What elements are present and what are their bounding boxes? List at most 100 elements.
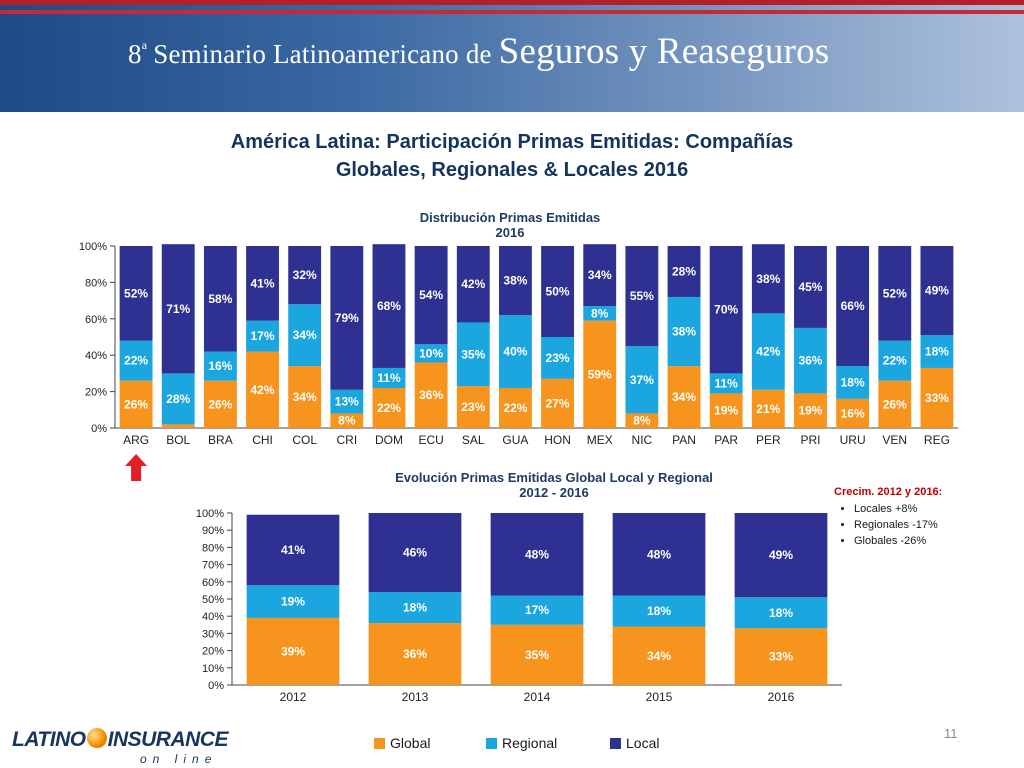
bar-local-dom xyxy=(372,244,406,368)
data-label-regional: 22% xyxy=(883,354,907,368)
data-label-global: 34% xyxy=(647,649,671,663)
y-tick-label: 50% xyxy=(202,594,224,606)
data-label-regional: 35% xyxy=(461,347,485,361)
x-tick-label: URU xyxy=(840,433,866,447)
data-label-local: 49% xyxy=(925,284,949,298)
chart-subtitle: 2016 xyxy=(496,225,525,240)
data-label-local: 54% xyxy=(419,288,443,302)
bar-regional-ecu xyxy=(414,344,448,363)
x-tick-label: CHI xyxy=(252,433,273,447)
bar-global-bra xyxy=(203,380,237,428)
data-label-regional: 18% xyxy=(925,345,949,359)
data-label-local: 28% xyxy=(672,264,696,278)
data-label-local: 79% xyxy=(335,311,359,325)
data-label-local: 32% xyxy=(293,268,317,282)
bar-global-2016 xyxy=(734,628,828,685)
x-tick-label: PAN xyxy=(672,433,696,447)
bar-local-hon xyxy=(541,246,575,337)
data-label-global: 33% xyxy=(925,391,949,405)
data-label-regional: 19% xyxy=(281,595,305,609)
legend-swatch-local xyxy=(610,738,621,749)
legend-item-regional: Regional xyxy=(486,735,557,751)
data-label-local: 38% xyxy=(503,274,527,288)
y-tick-label: 30% xyxy=(202,628,224,640)
bar-global-2015 xyxy=(612,626,706,685)
bar-local-gua xyxy=(498,246,532,316)
data-label-regional: 37% xyxy=(630,373,654,387)
legend-label-regional: Regional xyxy=(502,735,558,751)
bar-local-ven xyxy=(878,246,912,341)
seminar-title-mid: Seminario Latinoamericano de xyxy=(153,39,492,69)
bar-global-dom xyxy=(372,387,406,428)
data-label-local: 58% xyxy=(208,292,232,306)
data-label-regional: 18% xyxy=(403,601,427,615)
chart-subtitle: 2012 - 2016 xyxy=(519,485,588,500)
bar-local-mex xyxy=(583,244,617,307)
y-tick-label: 20% xyxy=(85,387,107,399)
data-label-local: 50% xyxy=(546,285,570,299)
seminar-title: 8a Seminario Latinoamericano de Seguros y… xyxy=(128,30,829,73)
data-label-global: 59% xyxy=(588,367,612,381)
bar-local-sal xyxy=(456,246,490,323)
growth-note-list: Locales +8% Regionales -17% Globales -26… xyxy=(834,501,942,549)
bar-global-arg xyxy=(119,380,153,428)
bar-local-uru xyxy=(836,246,870,367)
x-tick-label: NIC xyxy=(632,433,653,447)
header-banner: 8a Seminario Latinoamericano de Seguros y… xyxy=(0,0,1024,112)
bar-global-hon xyxy=(541,378,575,428)
bar-regional-bra xyxy=(203,351,237,381)
bar-local-2013 xyxy=(368,513,462,593)
data-label-global: 34% xyxy=(293,390,317,404)
bar-global-reg xyxy=(920,367,954,428)
bar-regional-nic xyxy=(625,346,659,414)
data-label-global: 35% xyxy=(525,648,549,662)
data-label-regional: 10% xyxy=(419,346,443,360)
bar-regional-gua xyxy=(498,315,532,388)
x-tick-label: VEN xyxy=(882,433,907,447)
data-label-global: 34% xyxy=(672,390,696,404)
x-tick-label: SAL xyxy=(462,433,485,447)
bar-regional-reg xyxy=(920,335,954,368)
y-tick-label: 80% xyxy=(202,542,224,554)
legend-label-global: Global xyxy=(390,735,431,751)
bar-global-par xyxy=(709,393,743,428)
data-label-regional: 17% xyxy=(525,603,549,617)
data-label-local: 42% xyxy=(461,277,485,291)
bar-regional-per xyxy=(751,313,785,390)
bar-regional-pan xyxy=(667,296,701,367)
x-tick-label: CRI xyxy=(336,433,357,447)
data-label-local: 55% xyxy=(630,289,654,303)
logo-word-insurance: INSURANCE xyxy=(107,728,229,751)
data-label-regional: 18% xyxy=(841,376,865,390)
data-label-local: 41% xyxy=(281,543,305,557)
data-label-regional: 18% xyxy=(647,604,671,618)
x-tick-label: PRI xyxy=(800,433,820,447)
data-label-global: 42% xyxy=(251,383,275,397)
bar-global-gua xyxy=(498,387,532,428)
bar-global-nic xyxy=(625,413,659,428)
data-label-global: 36% xyxy=(403,647,427,661)
logo-word-latino: LATINO xyxy=(12,728,86,751)
growth-note-title: Crecim. 2012 y 2016: xyxy=(834,486,943,498)
slide-title-line1: América Latina: Participación Primas Emi… xyxy=(230,131,794,153)
data-label-regional: 28% xyxy=(166,392,190,406)
y-tick-label: 70% xyxy=(202,560,224,572)
logo-subtitle: on line xyxy=(140,752,218,766)
bar-regional-ven xyxy=(878,340,912,381)
bar-global-ecu xyxy=(414,362,448,428)
x-tick-label: 2014 xyxy=(524,690,551,704)
data-label-regional: 34% xyxy=(293,328,317,342)
data-label-regional: 16% xyxy=(208,359,232,373)
data-label-global: 27% xyxy=(546,396,570,410)
bar-local-nic xyxy=(625,246,659,347)
data-label-local: 49% xyxy=(769,548,793,562)
bar-regional-2013 xyxy=(368,592,462,624)
x-tick-label: BOL xyxy=(166,433,190,447)
bar-global-sal xyxy=(456,386,490,428)
latino-insurance-logo: LATINO INSURANCE on line xyxy=(12,728,228,766)
x-tick-label: GUA xyxy=(502,433,528,447)
data-label-local: 52% xyxy=(124,286,148,300)
bar-regional-2015 xyxy=(612,595,706,627)
bar-local-pan xyxy=(667,246,701,297)
